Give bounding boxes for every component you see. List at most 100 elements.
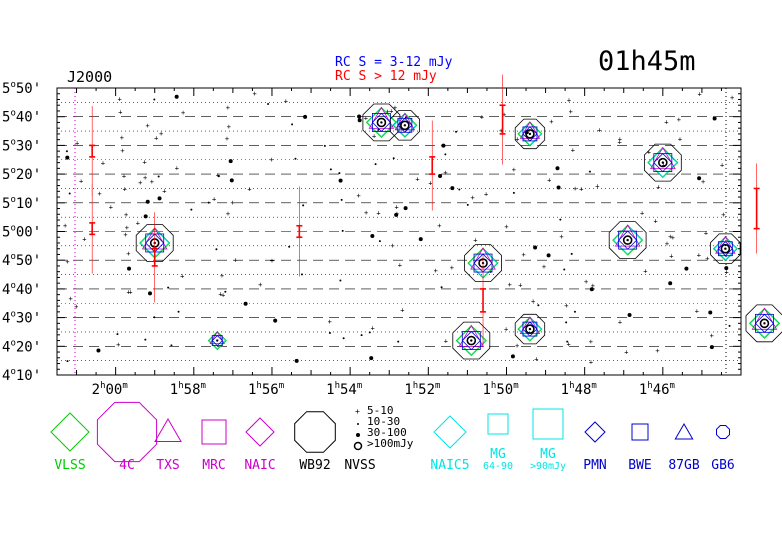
- rc-sources: [89, 74, 760, 346]
- ra-tick-label: 1h52m: [404, 381, 440, 398]
- nvss-faint: +: [101, 160, 105, 168]
- ra-center-label: 01h45m: [598, 46, 696, 77]
- nvss-dot: [148, 291, 153, 296]
- legend-item: VLSS: [50, 412, 90, 473]
- dec-tick-label: 4o30': [2, 310, 41, 327]
- nvss-faint: +: [655, 347, 659, 355]
- diamond-icon: [584, 421, 606, 443]
- nvss-dot: [157, 175, 160, 178]
- nvss-dot: [68, 192, 71, 195]
- nvss-dot: [328, 331, 331, 334]
- nvss-faint: +: [226, 104, 230, 112]
- nvss-dot: [116, 333, 119, 336]
- nvss-dot: [668, 281, 673, 286]
- nvss-dot: [392, 157, 395, 160]
- legend-item: PMN: [583, 421, 607, 473]
- nvss-faint: +: [591, 282, 595, 290]
- nvss-dot: [555, 166, 560, 171]
- dec-tick-label: 4o50': [2, 252, 41, 269]
- nvss-dot: [229, 178, 234, 183]
- nvss-faint: +: [65, 258, 69, 266]
- nvss-faint: +: [138, 179, 142, 187]
- nvss-dot: [570, 252, 573, 255]
- legend-label: 4C: [119, 458, 135, 473]
- triangle-icon: [154, 418, 182, 442]
- nvss-dot: [378, 240, 381, 243]
- nvss-size-label: 30-100: [367, 426, 407, 439]
- nvss-faint: +: [720, 162, 724, 170]
- dec-tick-label: 5o30': [2, 137, 41, 154]
- pmn-diamond: [397, 117, 413, 133]
- pmn-diamond: [473, 253, 493, 273]
- nvss-dot: [228, 159, 233, 164]
- nvss-center: [626, 238, 629, 242]
- wb92-octagon: [452, 321, 491, 360]
- source-cluster: [452, 321, 491, 360]
- rc-source: [89, 183, 96, 274]
- legend-label: TXS: [156, 458, 179, 473]
- nvss-dot: [546, 253, 551, 258]
- nvss-faint: +: [270, 257, 274, 265]
- square-icon: [487, 413, 509, 435]
- nvss-faint: +: [677, 116, 681, 124]
- nvss-dot: [303, 114, 308, 119]
- diamond-icon: [245, 417, 275, 447]
- nvss-faint: +: [450, 264, 454, 272]
- nvss-faint: +: [470, 194, 474, 202]
- nvss-faint: +: [82, 235, 86, 243]
- pmn-diamond: [522, 321, 538, 337]
- nvss-faint: +: [624, 349, 628, 357]
- nvss-faint: +: [175, 165, 179, 173]
- nvss-dot: [215, 248, 218, 251]
- nvss-dot: [329, 168, 332, 171]
- nvss-faint: +: [220, 272, 224, 280]
- nvss-dot: [243, 301, 248, 306]
- nvss-bright-circle: [376, 117, 387, 128]
- nvss-dot: [96, 348, 101, 353]
- nvss-faint: +: [508, 281, 512, 289]
- wb92-octagon: [608, 221, 647, 260]
- nvss-faint: +: [437, 222, 441, 230]
- nvss-dot: [167, 286, 170, 289]
- legend-label: 87GB: [668, 458, 699, 473]
- nvss-dot: [341, 229, 344, 232]
- nvss-faint: +: [126, 250, 130, 258]
- epoch-label: J2000: [67, 68, 112, 86]
- nvss-faint: +: [534, 355, 538, 363]
- mg-sub-label: 64-90: [483, 461, 513, 472]
- nvss-dot: [153, 316, 156, 319]
- dec-grid-lines: [57, 102, 741, 361]
- nvss-faint: +: [665, 240, 669, 248]
- nvss-dot: [589, 287, 594, 292]
- nvss-dot: [273, 318, 278, 323]
- nvss-faint: +: [597, 126, 601, 134]
- nvss-faint: +: [69, 295, 73, 303]
- nvss-faint: +: [473, 236, 477, 244]
- legend-label: VLSS: [54, 458, 85, 473]
- nvss-faint: +: [522, 251, 526, 259]
- dec-tick-label: 5o40': [2, 109, 41, 126]
- nvss-dot: [455, 130, 458, 133]
- wb92-octagon: [464, 244, 502, 282]
- vlss-diamond: [748, 307, 781, 339]
- nvss-dot: [338, 178, 343, 183]
- rc-source: [296, 186, 303, 277]
- nvss-dot: [190, 208, 193, 211]
- nvss-dot: [267, 102, 270, 105]
- nvss-dot: [440, 286, 443, 289]
- nvss-dot: [438, 174, 443, 179]
- ra-tick-labels: 2h00m 1h58m 1h56m 1h54m 1h52m 1h50m 1h48m 1h46m: [92, 381, 675, 398]
- legend-item: NAIC: [244, 417, 276, 473]
- nvss-dot: [157, 196, 162, 201]
- diamond-icon: [50, 412, 90, 452]
- nvss-faint: +: [79, 178, 83, 186]
- nvss-faint: +: [221, 291, 225, 299]
- nvss-faint: +: [252, 90, 256, 98]
- nvss-faint: +: [618, 319, 622, 327]
- dec-tick-label: 4o40': [2, 281, 41, 298]
- nvss-faint: +: [653, 218, 657, 226]
- nvss-dot: [369, 356, 374, 361]
- dec-tick-label: 4o20': [2, 338, 41, 355]
- nvss-faint: +: [269, 156, 273, 164]
